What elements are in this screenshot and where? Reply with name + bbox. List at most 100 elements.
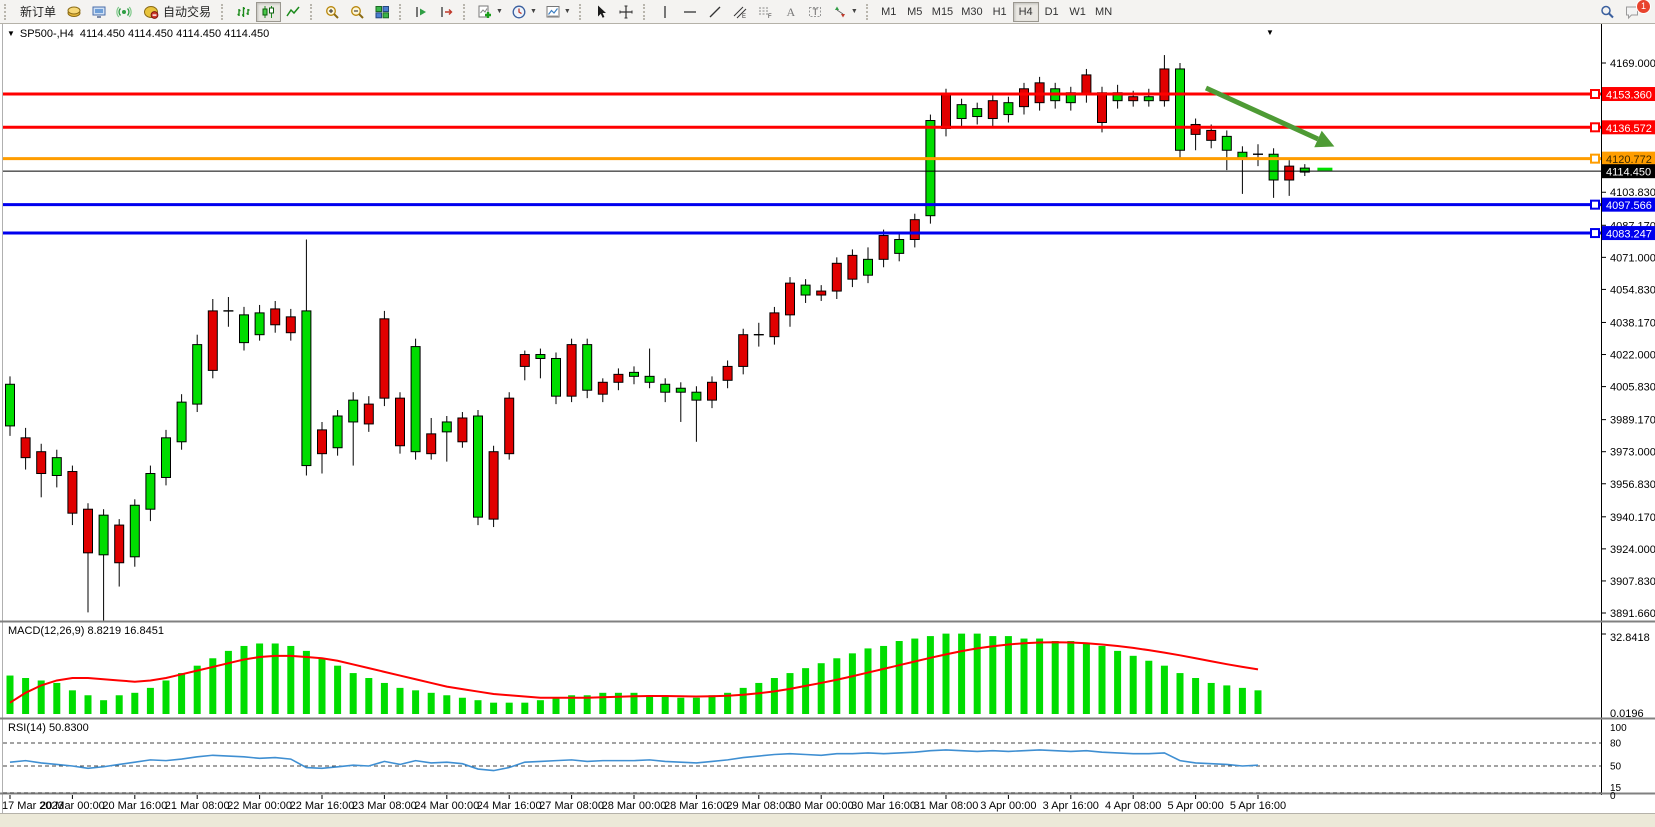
fibonacci-button[interactable]: F — [753, 2, 778, 22]
candle-body — [363, 403, 374, 425]
chart-properties-button[interactable]: ▼ — [541, 2, 575, 22]
notifications-button[interactable]: 1 — [1620, 0, 1651, 22]
chart-line-button[interactable] — [281, 2, 306, 22]
toolbar-grip[interactable] — [310, 3, 317, 20]
new-order-button[interactable]: 新订单 — [20, 5, 57, 19]
line-anchor-handle[interactable] — [1590, 89, 1600, 100]
time-axis-label: 17 Mar 2023 — [2, 800, 64, 812]
chevron-down-icon: ▼ — [496, 8, 503, 15]
candle-body — [629, 371, 639, 377]
macd-histogram-bar — [1238, 687, 1246, 714]
candle-body — [473, 415, 483, 518]
timeframe-m1[interactable]: M1 — [881, 5, 897, 18]
line-anchor-handle[interactable] — [1590, 199, 1600, 210]
candle-body — [894, 238, 905, 254]
chart-background[interactable] — [0, 23, 1655, 814]
price-tick-label: 3989.170 — [1610, 415, 1655, 427]
toolbar-grip[interactable] — [399, 3, 406, 20]
chart-shift-button[interactable] — [434, 2, 459, 22]
timeframe-m30[interactable]: M30 — [961, 5, 983, 18]
macd-histogram-bar — [692, 697, 700, 714]
hline-button[interactable] — [678, 2, 703, 22]
crosshair-button[interactable] — [614, 2, 639, 22]
timeframe-h1[interactable]: H1 — [992, 5, 1007, 18]
price-badge — [1602, 151, 1655, 166]
trend-arrow[interactable] — [1204, 85, 1320, 142]
time-axis-label: 4 Apr 08:00 — [1105, 800, 1161, 812]
toolbar-grip[interactable] — [463, 3, 470, 20]
macd-histogram-bar — [318, 658, 326, 714]
chart-bars-button[interactable] — [231, 2, 256, 22]
chevron-down-icon[interactable]: ▼ — [7, 29, 15, 38]
toolbar-grip[interactable] — [221, 3, 228, 20]
periods-button[interactable]: ▼ — [507, 2, 541, 22]
candle-body — [207, 310, 218, 371]
toolbar-grip[interactable] — [578, 3, 586, 20]
candle-body — [675, 387, 686, 393]
candle-body — [1097, 92, 1107, 123]
toolbar-grip[interactable] — [642, 3, 650, 20]
timeframe-h4[interactable]: H4 — [1012, 1, 1039, 22]
candle-body — [660, 383, 671, 393]
line-anchor-handle[interactable] — [1590, 153, 1600, 164]
macd-histogram-bar — [53, 682, 61, 714]
signal-button[interactable] — [112, 2, 137, 22]
shapes-button[interactable]: ▼ — [828, 2, 862, 22]
label-icon: T — [808, 6, 821, 17]
channel-button[interactable]: E — [728, 2, 753, 22]
line-anchor-handle[interactable] — [1590, 122, 1600, 133]
toolbar-grip[interactable] — [865, 3, 873, 20]
candle-body — [1190, 123, 1201, 135]
text-button[interactable]: A — [778, 2, 803, 22]
tile-windows-button[interactable] — [370, 2, 395, 22]
timeframe-w1[interactable]: W1 — [1069, 5, 1086, 18]
chart-candles-button[interactable] — [256, 1, 282, 22]
autoscroll-button[interactable] — [409, 2, 434, 22]
svg-text:A: A — [786, 5, 795, 19]
macd-histogram-bar — [552, 697, 560, 714]
search-button[interactable] — [1595, 2, 1620, 22]
toolbar-grip[interactable] — [4, 3, 11, 20]
indicators-button[interactable]: ▼ — [473, 2, 507, 22]
price-tick-label: 3940.170 — [1610, 512, 1655, 524]
autotrading-button[interactable]: 自动交易 — [137, 2, 217, 22]
timeframe-d1[interactable]: D1 — [1044, 5, 1059, 18]
terminal-button[interactable] — [87, 2, 112, 22]
macd-histogram-bar — [131, 692, 139, 714]
chart-end-marker: ▼ — [1266, 28, 1274, 37]
coin-button[interactable] — [62, 2, 87, 22]
candle-body — [800, 284, 811, 296]
zoom-out-button[interactable] — [345, 2, 370, 22]
macd-histogram-bar — [6, 675, 14, 714]
rsi-axis-label: 15 — [1610, 783, 1622, 794]
time-axis-label: 28 Mar 00:00 — [602, 800, 667, 812]
price-badge — [1602, 164, 1655, 179]
candle-body — [270, 308, 281, 326]
zoom-in-button[interactable] — [320, 2, 345, 22]
macd-histogram-bar — [926, 636, 934, 714]
macd-histogram-bar — [817, 663, 825, 714]
time-axis-label: 21 Mar 08:00 — [165, 800, 230, 812]
candle-body — [51, 457, 62, 476]
vline-button[interactable] — [653, 2, 678, 22]
macd-histogram-bar — [396, 687, 404, 714]
timeframe-mn[interactable]: MN — [1095, 5, 1113, 18]
label-button[interactable]: T — [803, 2, 828, 22]
macd-histogram-bar — [911, 638, 919, 714]
time-axis-label: 28 Mar 16:00 — [664, 800, 729, 812]
timeframe-m15[interactable]: M15 — [931, 5, 954, 18]
candle-body — [831, 262, 842, 292]
status-strip — [0, 814, 1655, 827]
macd-histogram-bar — [37, 680, 45, 714]
timeframe-m5[interactable]: M5 — [907, 5, 923, 18]
candle-body — [161, 437, 171, 478]
candle-body — [488, 451, 499, 520]
cursor-button[interactable] — [589, 2, 614, 22]
time-axis-label: 22 Mar 00:00 — [227, 800, 292, 812]
text-icon: A — [786, 5, 795, 19]
macd-histogram-bar — [162, 680, 170, 714]
trendline-button[interactable] — [703, 2, 728, 22]
line-anchor-handle[interactable] — [1590, 228, 1600, 239]
macd-histogram-bar — [770, 678, 778, 714]
